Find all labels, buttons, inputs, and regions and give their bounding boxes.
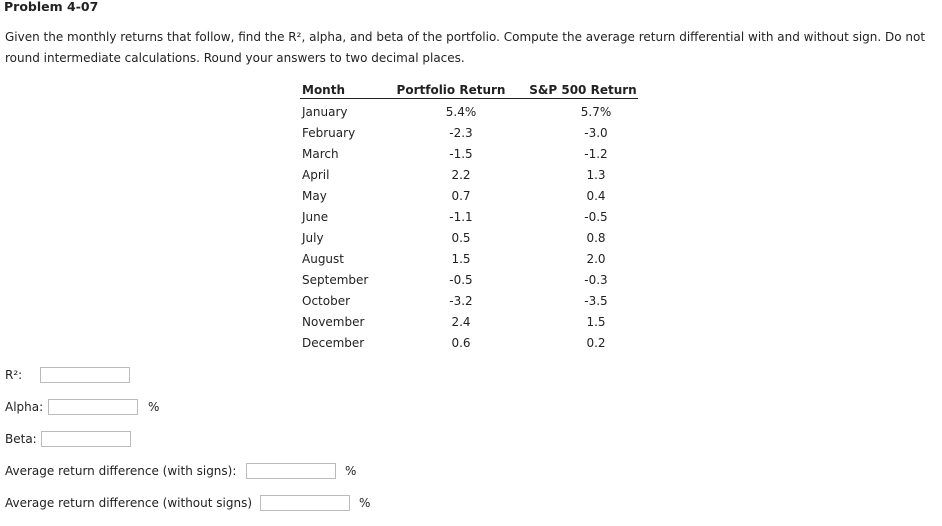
- column-header: Portfolio Return: [396, 83, 506, 97]
- answer-input[interactable]: [246, 463, 336, 479]
- month-cell: June: [302, 210, 329, 224]
- unit-label: %: [148, 400, 160, 414]
- answer-input[interactable]: [41, 431, 131, 447]
- return-cell: -3.0: [584, 126, 608, 140]
- return-cell: 0.5: [451, 231, 471, 245]
- return-cell: -2.3: [449, 126, 473, 140]
- unit-label: %: [345, 464, 357, 478]
- return-cell: 2.4: [451, 315, 471, 329]
- return-cell: -1.5: [449, 147, 473, 161]
- month-cell: April: [302, 168, 330, 182]
- return-cell: 5.7%: [580, 105, 612, 119]
- return-cell: 1.3: [586, 168, 606, 182]
- return-cell: -3.5: [584, 294, 608, 308]
- month-cell: February: [302, 126, 356, 140]
- return-cell: 0.8: [586, 231, 606, 245]
- month-cell: November: [302, 315, 365, 329]
- column-header: Month: [302, 83, 346, 97]
- instruction-line: Given the monthly returns that follow, f…: [5, 30, 926, 44]
- return-cell: -0.5: [584, 210, 608, 224]
- return-cell: 5.4%: [445, 105, 477, 119]
- unit-label: %: [359, 496, 371, 510]
- return-cell: 2.2: [451, 168, 471, 182]
- return-cell: 0.4: [586, 189, 606, 203]
- return-cell: -0.3: [584, 273, 608, 287]
- column-header: S&P 500 Return: [529, 83, 637, 97]
- return-cell: 0.7: [451, 189, 471, 203]
- month-cell: September: [302, 273, 369, 287]
- return-cell: -3.2: [449, 294, 473, 308]
- return-cell: -1.1: [449, 210, 473, 224]
- return-cell: -1.2: [584, 147, 608, 161]
- field-label: Average return difference (without signs…: [5, 496, 253, 510]
- field-label: Average return difference (with signs):: [5, 464, 237, 478]
- answer-input[interactable]: [40, 367, 130, 383]
- return-cell: 1.5: [586, 315, 606, 329]
- return-cell: 2.0: [586, 252, 606, 266]
- answer-input[interactable]: [260, 495, 350, 511]
- month-cell: October: [302, 294, 351, 308]
- problem-title: Problem 4-07: [4, 0, 99, 14]
- answer-input[interactable]: [48, 399, 138, 415]
- field-label: Alpha:: [5, 400, 44, 414]
- month-cell: May: [302, 189, 327, 203]
- return-cell: -0.5: [449, 273, 473, 287]
- field-label: Beta:: [5, 432, 37, 446]
- field-label: R²:: [5, 368, 23, 382]
- month-cell: August: [302, 252, 344, 266]
- month-cell: January: [302, 105, 348, 119]
- instruction-line: round intermediate calculations. Round y…: [5, 51, 465, 65]
- month-cell: March: [302, 147, 339, 161]
- return-cell: 0.6: [451, 336, 471, 350]
- month-cell: December: [302, 336, 365, 350]
- header-rule: [300, 98, 638, 99]
- return-cell: 1.5: [451, 252, 471, 266]
- return-cell: 0.2: [586, 336, 606, 350]
- month-cell: July: [302, 231, 324, 245]
